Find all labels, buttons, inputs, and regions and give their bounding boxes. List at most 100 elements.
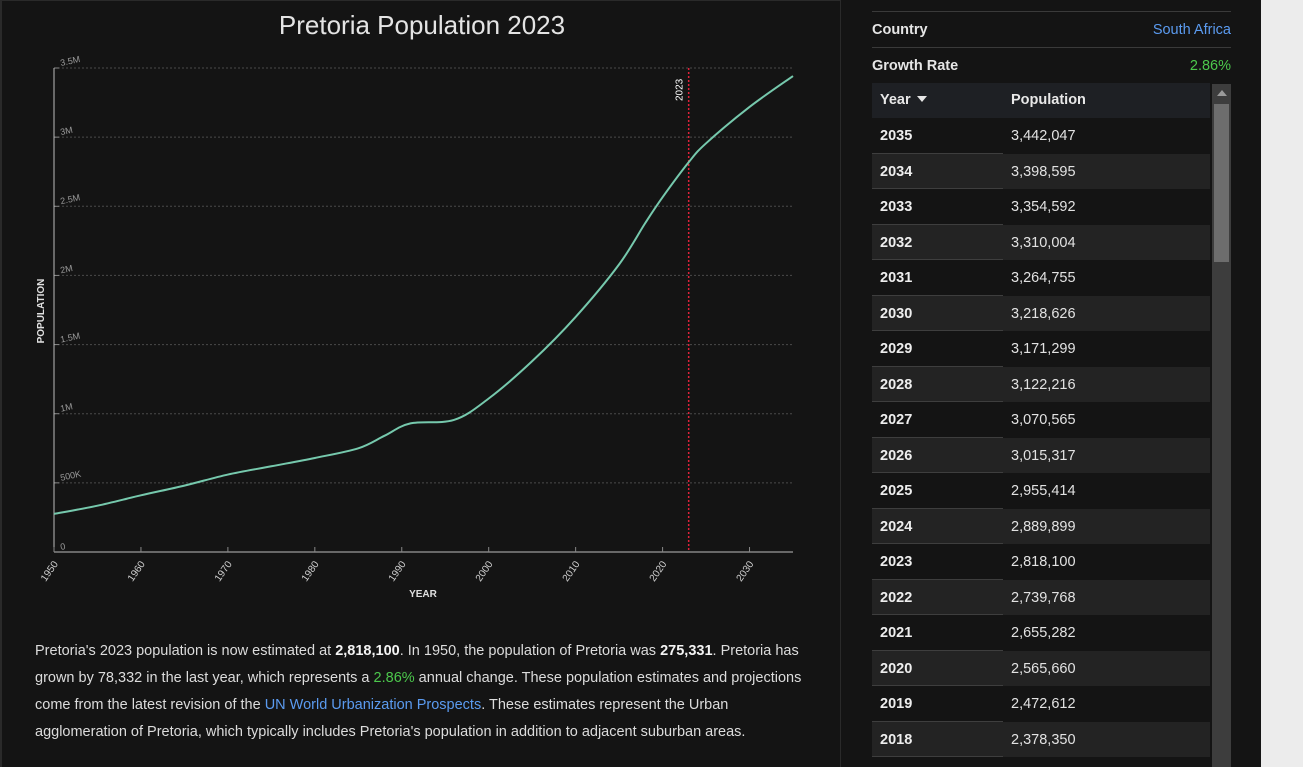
x-tick-label: 1950 <box>39 559 61 584</box>
population-chart: 0 500K 1M 1.5M 2M 2.5M 3M 3.5M 1950 1960 1970 1980 1… <box>36 54 794 600</box>
row-population: 2,739,768 <box>1011 589 1076 606</box>
row-year: 2032 <box>880 234 913 251</box>
scroll-up-arrow-icon[interactable] <box>1217 90 1227 96</box>
row-year: 2034 <box>880 163 913 180</box>
row-year: 2025 <box>880 483 913 499</box>
desc-text: Pretoria's 2023 population is now estima… <box>35 643 336 659</box>
row-population: 3,264,755 <box>1011 270 1076 286</box>
y-tick-label: 2.5M <box>59 192 81 206</box>
table-row: 2018 2,378,350 <box>872 721 1210 757</box>
row-year: 2023 <box>880 554 913 570</box>
row-divider <box>872 330 1003 331</box>
current-year-marker-label: 2023 <box>675 78 686 101</box>
row-divider <box>872 223 1003 225</box>
desc-1950-pop: 275,331 <box>660 643 713 659</box>
row-year: 2021 <box>880 625 913 641</box>
x-axis-title: YEAR <box>409 589 438 600</box>
y-tick-label: 500K <box>59 469 82 483</box>
table-row: 2028 3,122,216 <box>872 366 1210 402</box>
table-row: 2021 2,655,282 <box>872 615 1210 651</box>
row-population: 3,442,047 <box>1011 128 1076 144</box>
y-tick-label: 2M <box>59 263 73 275</box>
row-year: 2019 <box>880 696 913 712</box>
year-header-label: Year <box>880 92 911 108</box>
row-divider <box>872 543 1003 544</box>
table-row: 2034 3,398,595 <box>872 153 1210 189</box>
row-year: 2027 <box>880 412 913 428</box>
table-row: 2029 3,171,299 <box>872 331 1210 367</box>
population-table-body: 2035 3,442,047 2034 3,398,595 2033 3,354,592 2… <box>872 118 1210 757</box>
row-population: 2,378,350 <box>1011 731 1076 748</box>
row-divider <box>872 756 1003 757</box>
year-column-header[interactable]: Year <box>880 92 927 108</box>
sort-desc-icon <box>916 96 927 102</box>
row-year: 2028 <box>880 376 913 393</box>
table-row: 2030 3,218,626 <box>872 295 1210 331</box>
x-tick-label: 2020 <box>648 559 670 584</box>
table-row: 2027 3,070,565 <box>872 402 1210 438</box>
table-row: 2025 2,955,414 <box>872 473 1210 509</box>
row-divider <box>872 578 1003 580</box>
scroll-thumb[interactable] <box>1214 104 1229 262</box>
desc-text: . Pretoria has grown by 78,332 in the la… <box>35 643 799 686</box>
row-population: 2,565,660 <box>1011 660 1076 677</box>
chart-panel: Pretoria Population 2023 0 500K 1M 1.5M 2M 2.… <box>0 0 840 767</box>
desc-current-pop: 2,818,100 <box>335 643 400 659</box>
row-year: 2018 <box>880 731 913 748</box>
y-tick-label: 0 <box>59 541 66 552</box>
row-year: 2020 <box>880 660 913 677</box>
desc-text: . In 1950, the population of Pretoria wa… <box>399 643 661 659</box>
country-row: Country South Africa <box>872 11 1231 47</box>
table-row: 2023 2,818,100 <box>872 544 1210 580</box>
row-population: 3,310,004 <box>1011 234 1076 251</box>
x-tick-label: 1980 <box>300 559 322 584</box>
row-divider <box>872 614 1003 615</box>
row-population: 3,015,317 <box>1011 447 1076 464</box>
country-link[interactable]: South Africa <box>1152 22 1231 38</box>
row-year: 2030 <box>880 305 913 322</box>
row-divider <box>872 685 1003 686</box>
row-year: 2033 <box>880 199 913 215</box>
row-year: 2026 <box>880 447 913 464</box>
data-panel: Country South Africa Growth Rate 2.86% Y… <box>840 0 1261 767</box>
row-population: 3,354,592 <box>1011 199 1076 215</box>
y-tick-label: 1.5M <box>59 331 81 345</box>
table-row: 2026 3,015,317 <box>872 437 1210 473</box>
row-population: 2,818,100 <box>1011 554 1076 570</box>
row-year: 2031 <box>880 270 913 286</box>
population-column-header[interactable]: Population <box>1011 92 1086 108</box>
row-divider <box>872 152 1003 154</box>
desc-text: . These estimates represent the Urban ag… <box>35 697 746 740</box>
table-scrollbar[interactable] <box>1212 84 1231 767</box>
x-tick-label: 2000 <box>474 559 496 584</box>
y-tick-label: 1M <box>59 401 73 413</box>
row-divider <box>872 188 1003 189</box>
chart-title: Pretoria Population 2023 <box>278 10 566 40</box>
y-tick-label: 3.5M <box>59 54 81 68</box>
description-paragraph: Pretoria's 2023 population is now estima… <box>35 638 815 746</box>
table-row: 2035 3,442,047 <box>872 118 1210 154</box>
row-population: 2,955,414 <box>1011 483 1076 499</box>
row-year: 2029 <box>880 341 913 357</box>
table-row: 2022 2,739,768 <box>872 579 1210 615</box>
row-year: 2022 <box>880 589 913 606</box>
x-tick-label: 2010 <box>561 559 583 584</box>
row-divider <box>872 720 1003 722</box>
un-wup-link[interactable]: UN World Urbanization Prospects <box>264 697 482 713</box>
x-tick-label: 1960 <box>126 559 148 584</box>
table-row: 2033 3,354,592 <box>872 189 1210 225</box>
row-divider <box>872 365 1003 367</box>
row-population: 3,218,626 <box>1011 305 1076 322</box>
row-divider <box>872 472 1003 473</box>
row-population: 2,889,899 <box>1011 518 1076 535</box>
row-population: 3,398,595 <box>1011 163 1076 180</box>
x-tick-label: 1990 <box>387 559 409 584</box>
table-row: 2032 3,310,004 <box>872 224 1210 260</box>
desc-growth-rate: 2.86% <box>373 670 415 686</box>
row-divider <box>872 259 1003 260</box>
row-divider <box>872 507 1003 509</box>
row-divider <box>872 649 1003 651</box>
desc-text: annual change. These population estimate… <box>35 670 802 713</box>
row-divider <box>872 294 1003 296</box>
table-row: 2020 2,565,660 <box>872 650 1210 686</box>
